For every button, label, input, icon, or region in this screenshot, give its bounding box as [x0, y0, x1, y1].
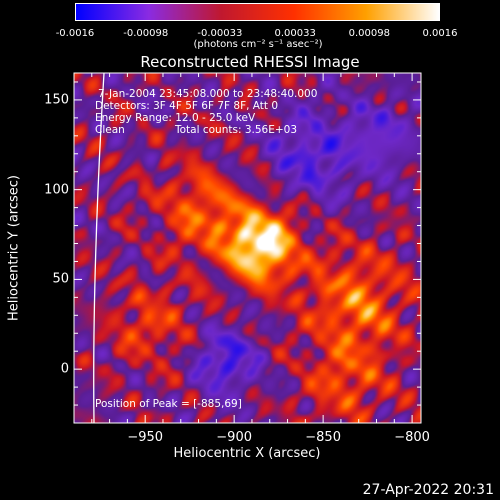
timestamp: 27-Apr-2022 20:31: [362, 482, 494, 498]
x-tick-label: −900: [216, 430, 252, 445]
x-tick-label: −950: [127, 430, 164, 445]
heatmap-image: [74, 73, 421, 423]
y-tick-label: 100: [44, 182, 69, 198]
time-range-label: 7-Jan-2004 23:45:08.000 to 23:48:40.000: [98, 88, 318, 100]
y-tick-label: 150: [44, 92, 69, 108]
x-axis-label: Heliocentric X (arcsec): [173, 446, 321, 461]
peak-position-label: Position of Peak = [-885,69]: [95, 398, 242, 410]
colorbar-units: (photons cm⁻² s⁻¹ asec⁻²): [193, 39, 323, 50]
y-tick-label: 0: [60, 361, 69, 377]
colorbar-tick-label: 0.00033: [274, 28, 316, 39]
heatmap-plot: [74, 73, 421, 423]
colorbar: [75, 3, 440, 21]
solar-limb-line: [93, 72, 105, 424]
chart-title: Reconstructed RHESSI Image: [140, 53, 360, 71]
method-label: Clean: [95, 124, 125, 136]
colorbar-tick-label: -0.00098: [123, 28, 169, 39]
energy-range-label: Energy Range: 12.0 - 25.0 keV: [95, 112, 256, 124]
plot-frame: [73, 72, 422, 424]
colorbar-tick-label: 0.00098: [348, 28, 390, 39]
colorbar-tick-label: -0.00033: [197, 28, 243, 39]
total-counts-label: Total counts: 3.56E+03: [175, 124, 298, 136]
y-tick-label: 50: [52, 271, 69, 287]
colorbar-tick-label: 0.0016: [422, 28, 458, 39]
x-tick-label: −850: [305, 430, 341, 445]
colorbar-tick-label: -0.0016: [55, 28, 95, 39]
x-tick-label: −800: [394, 430, 430, 445]
y-axis-label: Heliocentric Y (arcsec): [6, 175, 22, 321]
detectors-label: Detectors: 3F 4F 5F 6F 7F 8F, Att 0: [95, 100, 279, 112]
